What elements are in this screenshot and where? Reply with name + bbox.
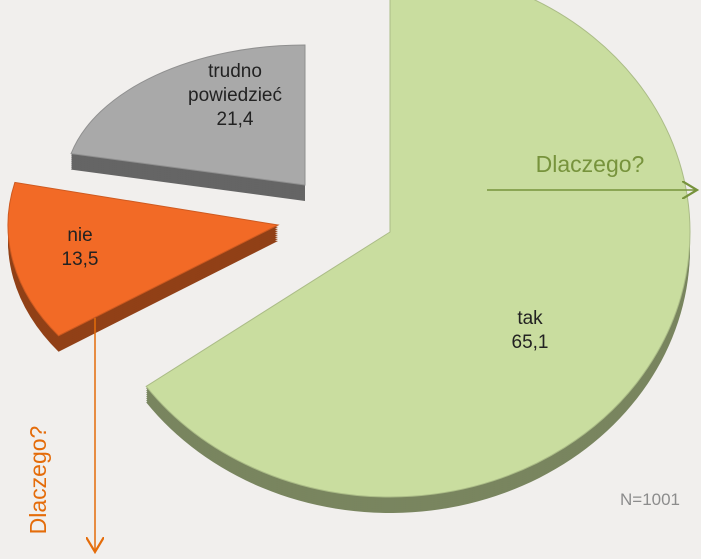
slice-label: nie 13,5 — [30, 224, 130, 272]
value-label: 65,1 — [511, 332, 549, 353]
value-label: 13,5 — [61, 249, 99, 270]
slice — [145, 0, 691, 498]
category-label: nie — [67, 225, 93, 246]
slice-label: tak 65,1 — [480, 307, 580, 355]
slice — [7, 181, 280, 337]
annotation: Dlaczego? — [25, 426, 51, 535]
slice — [70, 44, 306, 186]
annotation: Dlaczego? — [536, 151, 645, 177]
slice-label: trudno powiedzieć 21,4 — [160, 60, 310, 132]
category-label: trudno powiedzieć — [188, 61, 282, 106]
annotation: N=1001 — [620, 490, 680, 509]
category-label: tak — [517, 308, 543, 329]
value-label: 21,4 — [216, 109, 254, 130]
